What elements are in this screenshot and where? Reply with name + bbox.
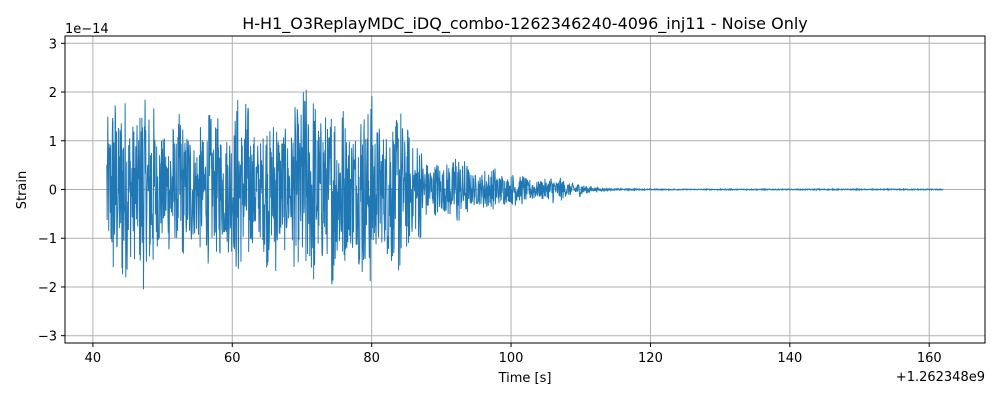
y-tick-label: 3	[49, 37, 57, 52]
x-offset-label: +1.262348e9	[896, 370, 985, 385]
x-tick-label: 120	[638, 351, 663, 366]
y-tick-label: −2	[38, 281, 57, 296]
y-scale-label: 1e−14	[65, 22, 109, 37]
y-tick-label: −3	[38, 330, 57, 345]
x-tick-label: 60	[224, 351, 241, 366]
x-axis-label: Time [s]	[498, 371, 552, 386]
strain-series-line	[106, 89, 944, 290]
chart-title: H-H1_O3ReplayMDC_iDQ_combo-1262346240-40…	[242, 14, 808, 34]
axis-ticks: 40 60 80 100 120 140 160 −3 −2 −1 0 1 2 3	[38, 37, 942, 366]
x-tick-label: 160	[917, 351, 942, 366]
y-tick-label: 0	[49, 184, 57, 199]
y-tick-label: −1	[38, 232, 57, 247]
x-tick-label: 80	[363, 351, 380, 366]
x-tick-label: 40	[85, 351, 102, 366]
y-tick-label: 1	[49, 135, 57, 150]
y-tick-label: 2	[49, 86, 57, 101]
y-axis-label: Strain	[15, 171, 30, 210]
x-tick-label: 100	[499, 351, 524, 366]
x-tick-label: 140	[777, 351, 802, 366]
series-line	[106, 89, 944, 290]
